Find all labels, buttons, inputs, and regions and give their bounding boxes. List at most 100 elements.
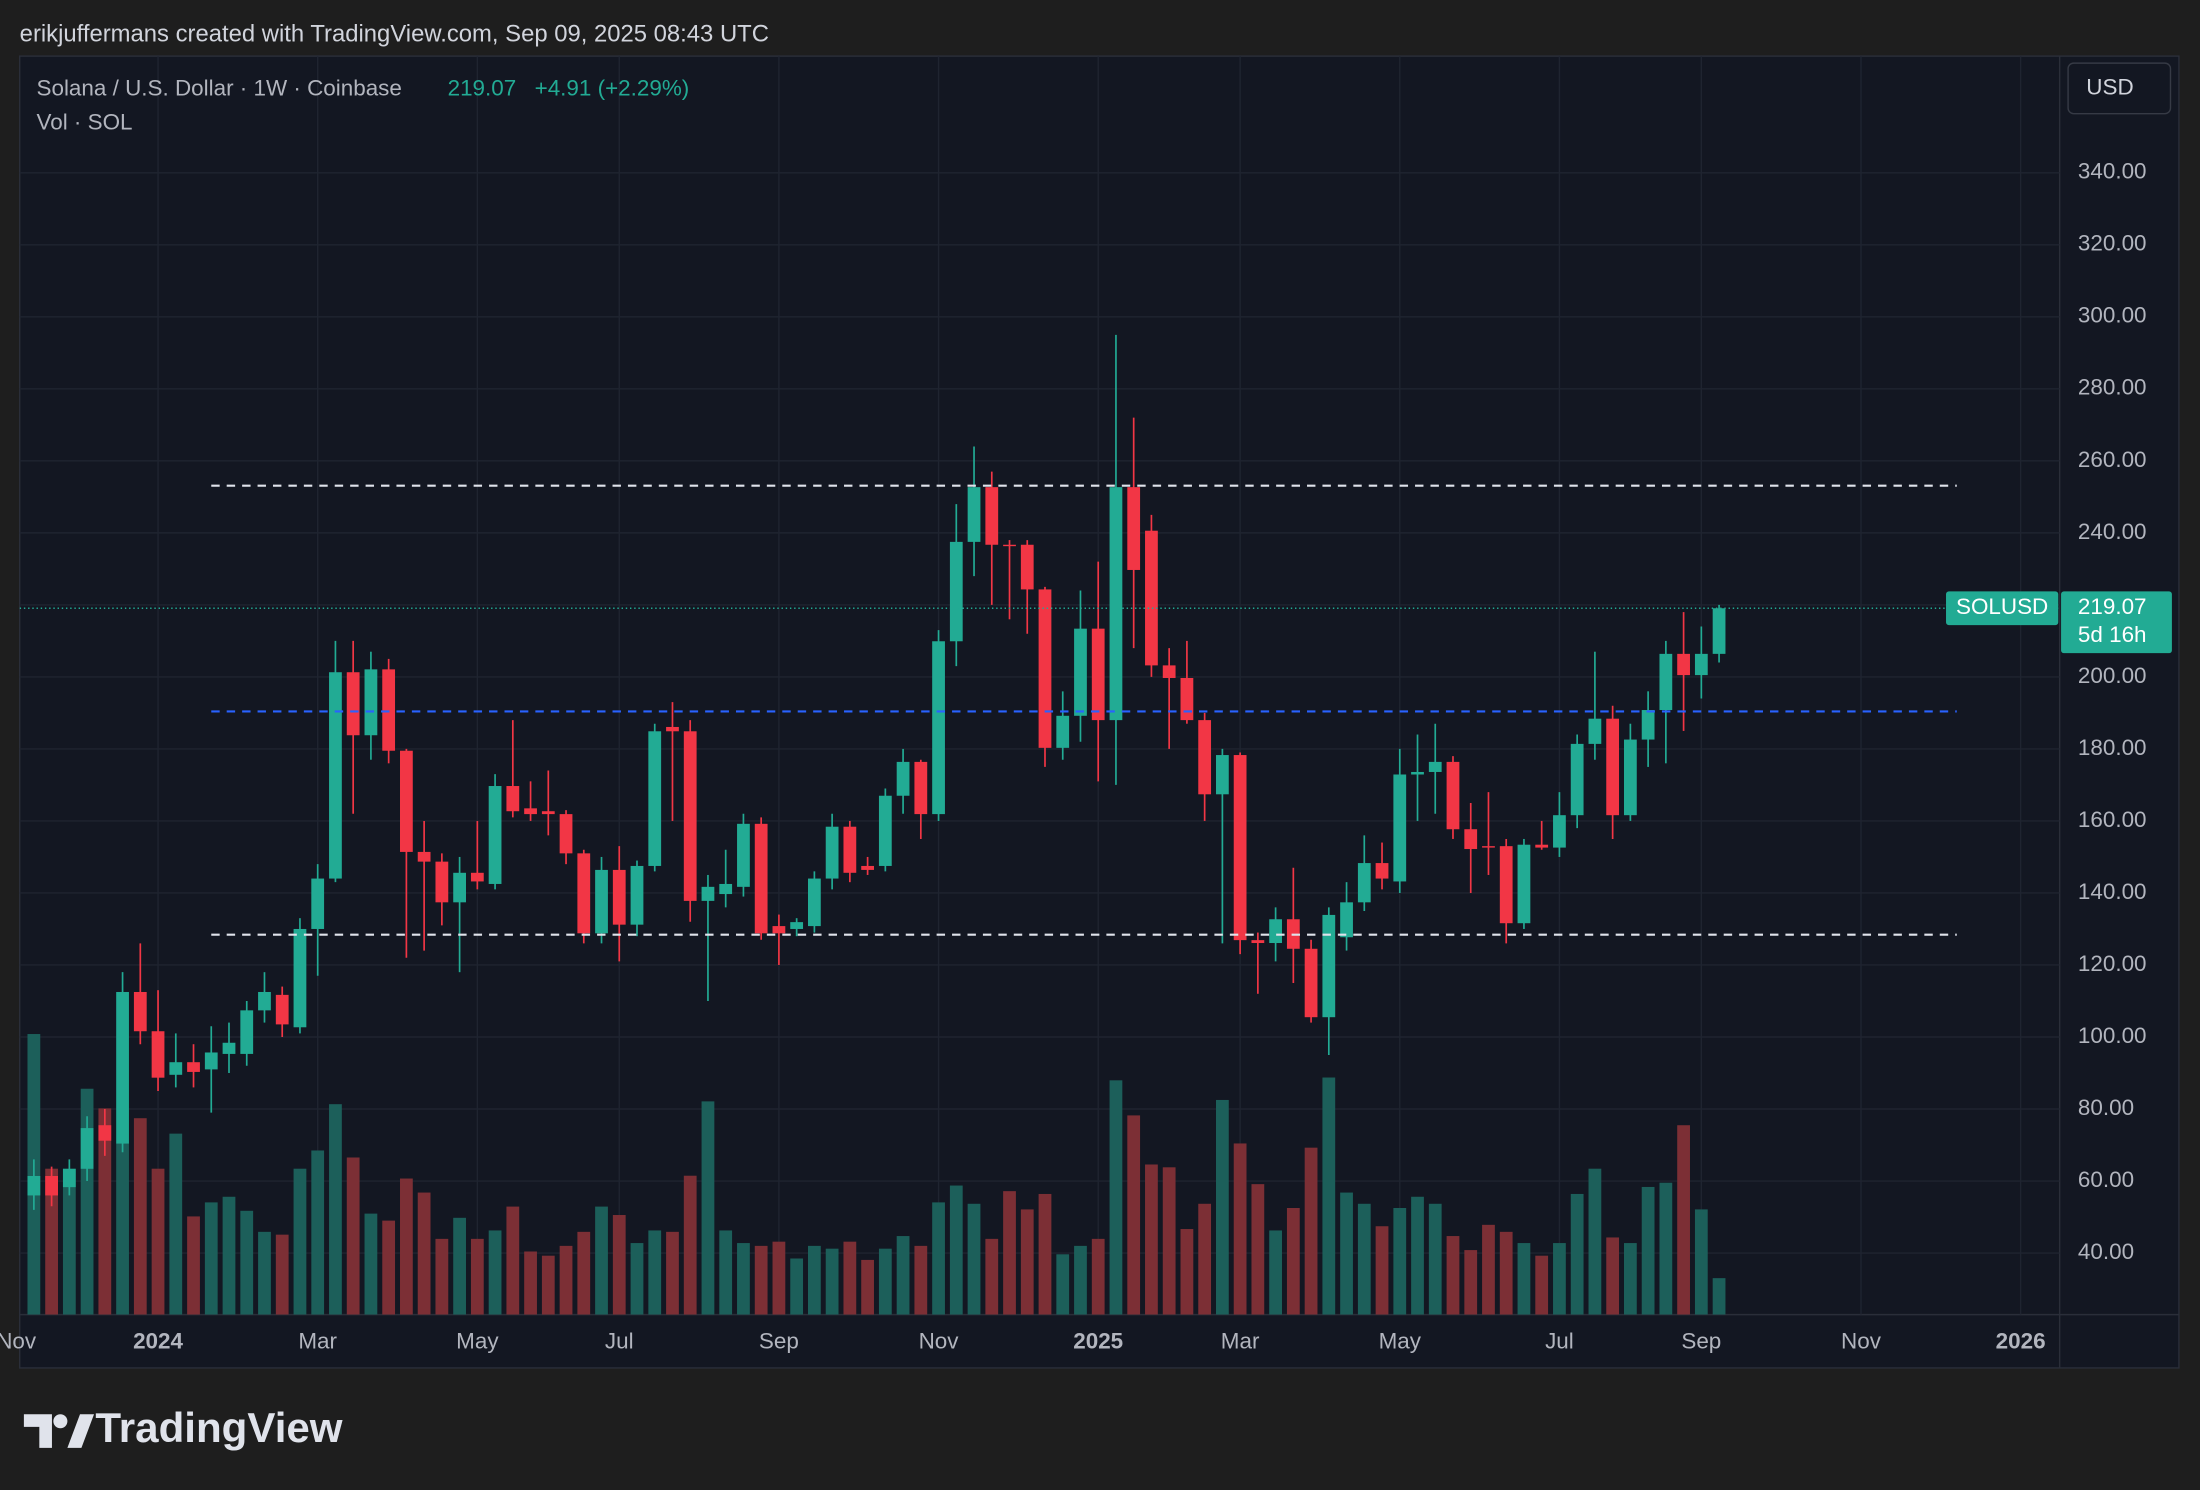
candle-body: [1038, 589, 1052, 748]
candle-body: [1074, 628, 1087, 716]
x-tick-label: May: [1379, 1329, 1422, 1354]
y-tick-label: 240.00: [2078, 519, 2147, 544]
volume-bar: [967, 1203, 981, 1315]
candle-body: [1056, 715, 1070, 748]
candle-body: [1411, 771, 1424, 775]
y-tick-label: 140.00: [2078, 879, 2147, 904]
volume-bar: [932, 1202, 945, 1315]
candle-body: [1393, 774, 1407, 882]
candle-body: [1003, 544, 1016, 547]
candle-body: [1340, 902, 1353, 938]
volume-bar: [98, 1108, 112, 1315]
levels: [19, 484, 2060, 936]
candle-body: [1127, 487, 1141, 570]
brand: TradingView: [95, 1404, 342, 1451]
candle-body: [1482, 846, 1495, 848]
volume-bar: [985, 1238, 999, 1315]
volume-bar: [1606, 1237, 1620, 1315]
candle-body: [1375, 863, 1389, 879]
candle-body: [1145, 530, 1158, 666]
volume-bar: [240, 1210, 254, 1315]
x-tick-label: 2025: [1073, 1329, 1123, 1354]
volume-bar: [896, 1236, 910, 1315]
volume-bar: [949, 1185, 963, 1315]
volume-bar: [1393, 1207, 1407, 1315]
volume-bar: [1145, 1164, 1158, 1315]
chart-title: Solana / U.S. Dollar · 1W · Coinbase: [37, 76, 402, 101]
volume-bar: [524, 1251, 537, 1315]
candle-body: [577, 853, 591, 934]
volume-bar: [1269, 1230, 1282, 1315]
y-tick-label: 100.00: [2078, 1023, 2147, 1048]
candle-body: [612, 869, 626, 925]
candle-body: [1535, 844, 1549, 848]
grid: [19, 56, 2060, 1315]
candle-body: [1553, 815, 1566, 848]
volume-bar: [400, 1178, 413, 1315]
candle-body: [666, 726, 679, 732]
candle-body: [488, 786, 502, 884]
candle-body: [1517, 844, 1531, 924]
y-tick-label: 40.00: [2078, 1239, 2134, 1264]
candle-body: [843, 826, 857, 873]
candle-body: [772, 926, 786, 934]
candle-body: [896, 761, 910, 796]
candle-body: [1322, 914, 1336, 1018]
volume-bar: [577, 1231, 591, 1315]
price-tag: [2061, 591, 2172, 654]
volume-bar: [506, 1206, 520, 1315]
volume-bar: [612, 1215, 626, 1315]
currency-button[interactable]: [2067, 62, 2172, 115]
volume-bar: [1570, 1193, 1584, 1315]
candle-body: [1623, 739, 1637, 816]
candle-body: [275, 994, 289, 1025]
candle-body: [258, 991, 271, 1011]
volume-bar: [701, 1101, 715, 1315]
volume-bar: [311, 1150, 325, 1315]
volume-pane: [27, 1034, 1726, 1315]
volume-bar: [1482, 1224, 1495, 1315]
y-tick-label: 340.00: [2078, 159, 2147, 184]
y-tick-label: 200.00: [2078, 663, 2147, 688]
volume-bar: [666, 1231, 679, 1315]
credit: erikjuffermans created with TradingView.…: [20, 20, 769, 47]
candle-body: [1499, 846, 1513, 924]
candle-body: [648, 731, 662, 866]
candle-body: [1304, 948, 1318, 1018]
x-tick-label: Jul: [1545, 1329, 1574, 1354]
y-tick-label: 160.00: [2078, 807, 2147, 832]
volume-bar: [346, 1157, 360, 1315]
candle-body: [133, 991, 147, 1032]
volume-bar: [1357, 1203, 1371, 1315]
volume-bar: [169, 1133, 183, 1315]
volume-bar: [1446, 1236, 1460, 1315]
candle-body: [1180, 677, 1194, 721]
volume-bar: [683, 1175, 697, 1315]
volume-bar: [1411, 1196, 1424, 1315]
volume-bar: [204, 1202, 218, 1315]
candle-body: [45, 1175, 58, 1196]
y-tick-label: 80.00: [2078, 1095, 2134, 1120]
x-tick-label: May: [456, 1329, 499, 1354]
currency-label[interactable]: USD: [2086, 74, 2133, 99]
volume-bar: [1091, 1238, 1105, 1315]
y-tick-label: 320.00: [2078, 231, 2147, 256]
candle-body: [737, 823, 750, 887]
volume-bar: [116, 1143, 129, 1315]
candle-body: [293, 928, 307, 1028]
candle-body: [1712, 608, 1726, 654]
candle-body: [1677, 653, 1690, 676]
candle-body: [1570, 743, 1584, 816]
price-tag-value: 219.07: [2078, 594, 2147, 619]
volume-bar: [417, 1192, 431, 1315]
volume-bar: [861, 1259, 874, 1315]
volume-bar: [1340, 1192, 1353, 1315]
volume-bar: [790, 1258, 804, 1315]
volume-bar: [435, 1238, 449, 1315]
x-tick-label: Sep: [759, 1329, 799, 1354]
candle-body: [453, 872, 466, 903]
volume-bar: [1712, 1278, 1726, 1315]
volume-bar: [453, 1217, 466, 1315]
candle-body: [1162, 665, 1176, 678]
